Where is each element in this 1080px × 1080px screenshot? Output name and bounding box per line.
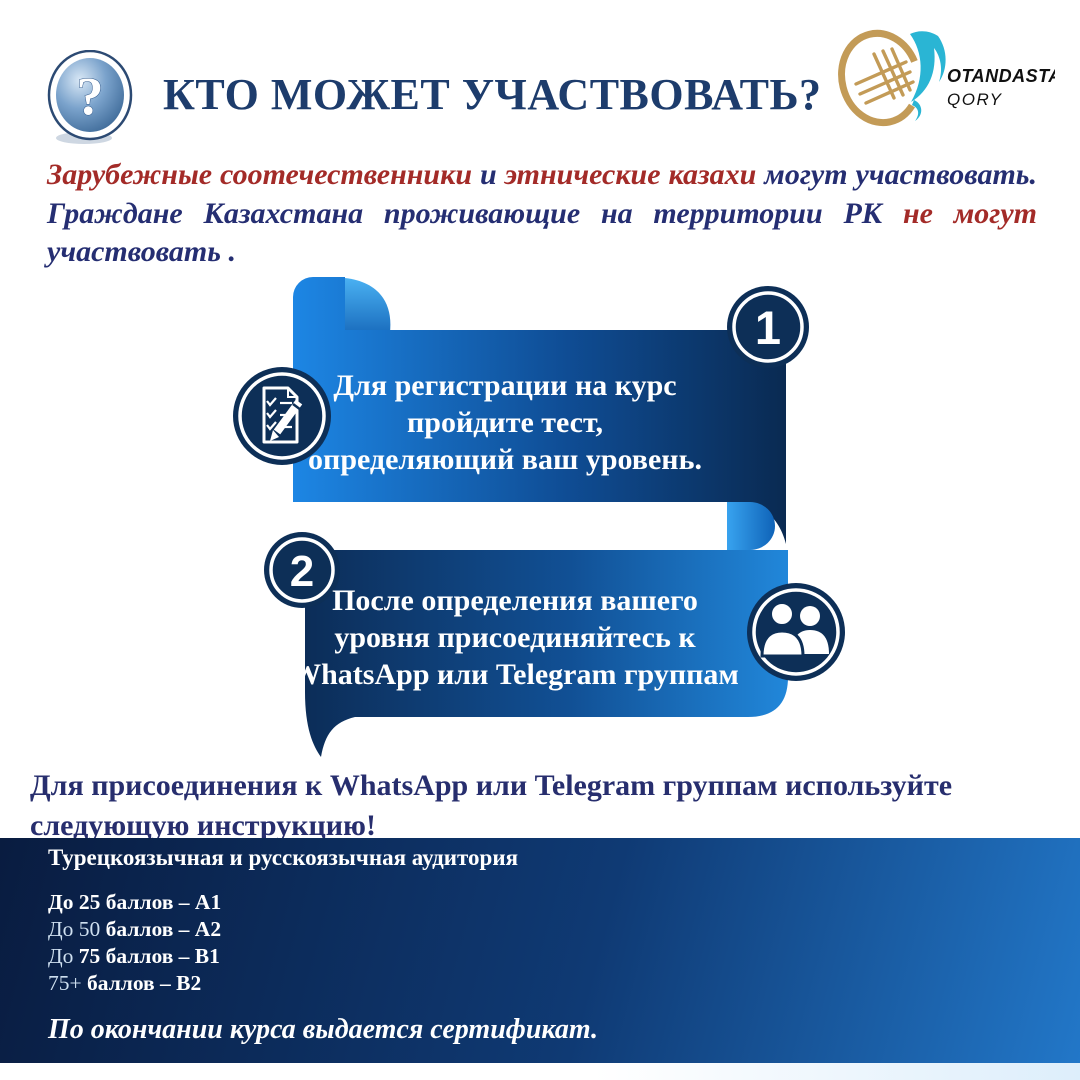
- intro-segment: могут участвовать. Граждане Казахстана п…: [47, 158, 1037, 230]
- intro-segment: участвовать .: [47, 235, 236, 268]
- footer-band: [0, 838, 1080, 1063]
- level-line: До 50 баллов – A2: [48, 917, 222, 941]
- level-line: До 25 баллов – A1: [48, 890, 222, 914]
- page-title: КТО МОЖЕТ УЧАСТВОВАТЬ?: [163, 70, 822, 119]
- step2-number-badge: 2: [264, 532, 340, 608]
- certificate-note: По окончании курса выдается сертификат.: [48, 1014, 599, 1045]
- footer-heading: Турецкоязычная и русскоязычная аудитория: [48, 845, 519, 870]
- intro-paragraph: Зарубежные соотечественники и этнические…: [47, 156, 1037, 272]
- step1-text: Для регистрации на курс пройдите тест, опр…: [230, 367, 780, 478]
- logo-sub: QORY: [947, 90, 1003, 109]
- ribbon-connector-curl: [727, 502, 775, 550]
- steps-ribbon-graphic: 1 2: [233, 277, 845, 757]
- step-text-line: После определения вашего: [332, 584, 698, 617]
- intro-segment: и: [479, 158, 505, 191]
- intro-segment: не могут: [902, 196, 1037, 230]
- shanyrak-lines: [854, 47, 915, 105]
- wing-shape: [910, 31, 946, 121]
- step-text-line: уровня присоединяйтесь к: [334, 621, 696, 654]
- step-text-line: определяющий ваш уровень.: [308, 443, 702, 476]
- intro-segment: этнические казахи: [504, 158, 765, 191]
- instruction-text: Для присоединения к WhatsApp или Telegra…: [30, 769, 953, 842]
- bottom-strip: [0, 1063, 1080, 1080]
- step-text-line: пройдите тест,: [407, 406, 603, 439]
- step-text-line: WhatsApp или Telegram группам: [291, 658, 739, 691]
- step-text-line: Для регистрации на курс: [333, 369, 677, 402]
- ribbon1: [293, 277, 786, 544]
- intro-segment: Зарубежные соотечественники: [47, 158, 480, 191]
- question-mark-icon: ?: [47, 50, 133, 144]
- score-levels-list: До 25 баллов – A1 До 50 баллов – A2 До 75 …: [48, 889, 221, 997]
- svg-text:?: ?: [77, 66, 104, 126]
- step2-number: 2: [290, 547, 314, 596]
- ribbon2: [305, 550, 788, 757]
- step2-text: После определения вашего уровня присоедин…: [240, 582, 790, 693]
- step1-number-badge: 1: [727, 286, 809, 368]
- level-line: 75+ баллов – B2: [48, 971, 202, 995]
- otandastar-qory-logo: OTANDASTAR QORY: [838, 29, 1055, 127]
- people-icon: [747, 583, 845, 681]
- ribbon1-top-curl: [345, 278, 391, 344]
- level-line: До 75 баллов – B1: [48, 944, 220, 968]
- checklist-pencil-icon: [233, 367, 331, 465]
- logo-mark: [838, 29, 946, 127]
- logo-name: OTANDASTAR: [947, 66, 1055, 86]
- step1-number: 1: [755, 301, 781, 354]
